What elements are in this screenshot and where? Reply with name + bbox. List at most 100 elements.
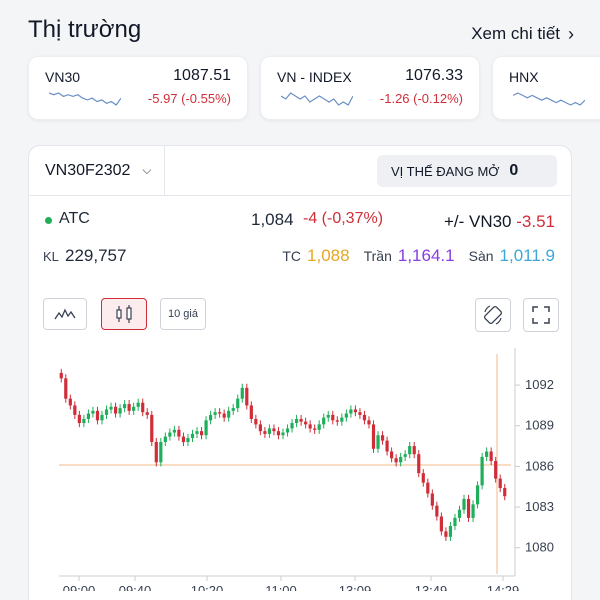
candle-body — [168, 432, 172, 437]
candle-body — [353, 409, 358, 413]
x-tick-label: 10:20 — [191, 583, 224, 591]
ceiling-price-value: 1,164.1 — [397, 246, 455, 265]
open-position-button[interactable]: VỊ THẾ ĐANG MỞ 0 — [377, 155, 557, 187]
candle-body — [331, 414, 335, 421]
candle-body — [240, 387, 244, 399]
index-name: HNX — [509, 69, 539, 85]
candle-body — [186, 437, 190, 442]
candle-body — [236, 398, 240, 409]
candle-body — [159, 442, 163, 463]
x-tick-label: 13:09 — [339, 583, 372, 591]
candle-body — [199, 431, 204, 436]
candle-body — [489, 451, 493, 461]
candle-body — [322, 417, 326, 425]
candle-body — [403, 454, 407, 457]
candle-body — [417, 454, 421, 474]
volume-value: 229,757 — [65, 246, 127, 265]
candle-body — [86, 413, 91, 419]
basis-label: +/- VN30 — [443, 212, 512, 231]
candle-body — [317, 424, 321, 430]
x-tick-label: 14:29 — [487, 583, 520, 591]
fullscreen-button[interactable] — [523, 298, 559, 332]
candle-body — [150, 414, 154, 442]
candle-body — [154, 442, 158, 463]
candle-body — [113, 406, 118, 414]
floor-price-label: Sàn — [468, 248, 494, 264]
candle-body — [308, 424, 312, 429]
rotate-chart-button[interactable] — [475, 298, 511, 332]
candle-body — [227, 410, 231, 418]
y-tick-label: 1086 — [525, 458, 554, 473]
candle-body — [494, 460, 498, 479]
y-tick-label: 1089 — [525, 418, 554, 433]
candle-body — [249, 405, 253, 419]
candle-body — [304, 421, 308, 425]
candle-body — [313, 428, 317, 430]
ten-price-button[interactable]: 10 giá — [160, 298, 206, 330]
candle-body — [385, 440, 389, 452]
candle-body — [68, 398, 72, 406]
index-sparkline — [281, 92, 353, 106]
candle-body — [245, 387, 249, 406]
candle-body — [457, 509, 462, 518]
candle-body — [435, 505, 439, 517]
candle-body — [485, 451, 489, 457]
last-price: 1,084 — [251, 210, 294, 229]
session-label: ATC — [59, 210, 90, 227]
candle-body — [145, 412, 149, 415]
y-tick-label: 1083 — [525, 499, 554, 514]
candle-body — [453, 517, 457, 526]
candle-body — [100, 414, 104, 421]
futures-panel: VN30F2302 ⌵ VỊ THẾ ĐANG MỞ 0 ATC 1,084 -… — [28, 145, 572, 600]
x-tick-label: 09:40 — [119, 583, 152, 591]
y-tick-label: 1080 — [525, 540, 554, 555]
index-card-vn30[interactable]: VN30 1087.51 -5.97 (-0.55%) — [28, 56, 248, 120]
candle-body — [91, 410, 95, 414]
candle-body — [367, 420, 371, 425]
index-card-vnindex[interactable]: VN - INDEX 1076.33 -1.26 (-0.12%) — [260, 56, 480, 120]
price-row: ATC 1,084 -4 (-0,37%) +/- VN30 -3.51 — [43, 210, 555, 232]
rotate-screen-icon — [483, 305, 503, 325]
candle-body — [204, 420, 208, 436]
candle-body — [475, 485, 480, 505]
ten-price-label: 10 giá — [168, 308, 198, 320]
candle-body — [267, 428, 272, 434]
candlestick-chart-button[interactable] — [101, 298, 147, 330]
chevron-right-icon: › — [568, 24, 574, 44]
candle-body — [299, 418, 303, 422]
contract-code: VN30F2302 — [45, 161, 131, 179]
candle-body — [172, 429, 176, 433]
candle-body — [272, 428, 276, 432]
candle-body — [258, 424, 262, 432]
line-chart-button[interactable] — [43, 298, 87, 330]
index-name: VN30 — [45, 69, 81, 85]
candle-body — [294, 418, 299, 424]
see-more-link[interactable]: Xem chi tiết › — [471, 24, 574, 44]
index-card-hnx[interactable]: HNX — [492, 56, 600, 120]
candle-body — [82, 418, 86, 424]
candle-body — [163, 436, 167, 442]
candle-body — [285, 428, 290, 433]
basis-value: -3.51 — [516, 212, 555, 231]
index-change: -5.97 (-0.55%) — [147, 91, 231, 106]
candle-body — [177, 429, 181, 437]
candle-body — [326, 414, 330, 418]
candle-body — [64, 378, 68, 399]
candle-body — [471, 504, 475, 518]
contract-selector[interactable]: VN30F2302 ⌵ — [29, 146, 165, 196]
candle-body — [195, 431, 199, 434]
candle-body — [141, 402, 145, 413]
divider — [165, 195, 571, 196]
candle-body — [480, 456, 484, 486]
fullscreen-icon — [532, 306, 550, 324]
ceiling-price-label: Trần — [363, 248, 392, 264]
candle-body — [362, 414, 367, 421]
candle-body — [213, 412, 217, 415]
candle-body — [109, 406, 113, 410]
ref-price-label: TC — [282, 248, 302, 264]
index-value: 1087.51 — [173, 67, 231, 84]
candle-body — [412, 446, 416, 455]
ref-price-value: 1,088 — [307, 246, 350, 265]
volume-label: KL — [43, 249, 59, 264]
price-chart[interactable]: 1080 1083 1086 1089 1092 09:00 09:40 10:20 11:00… — [29, 346, 573, 591]
